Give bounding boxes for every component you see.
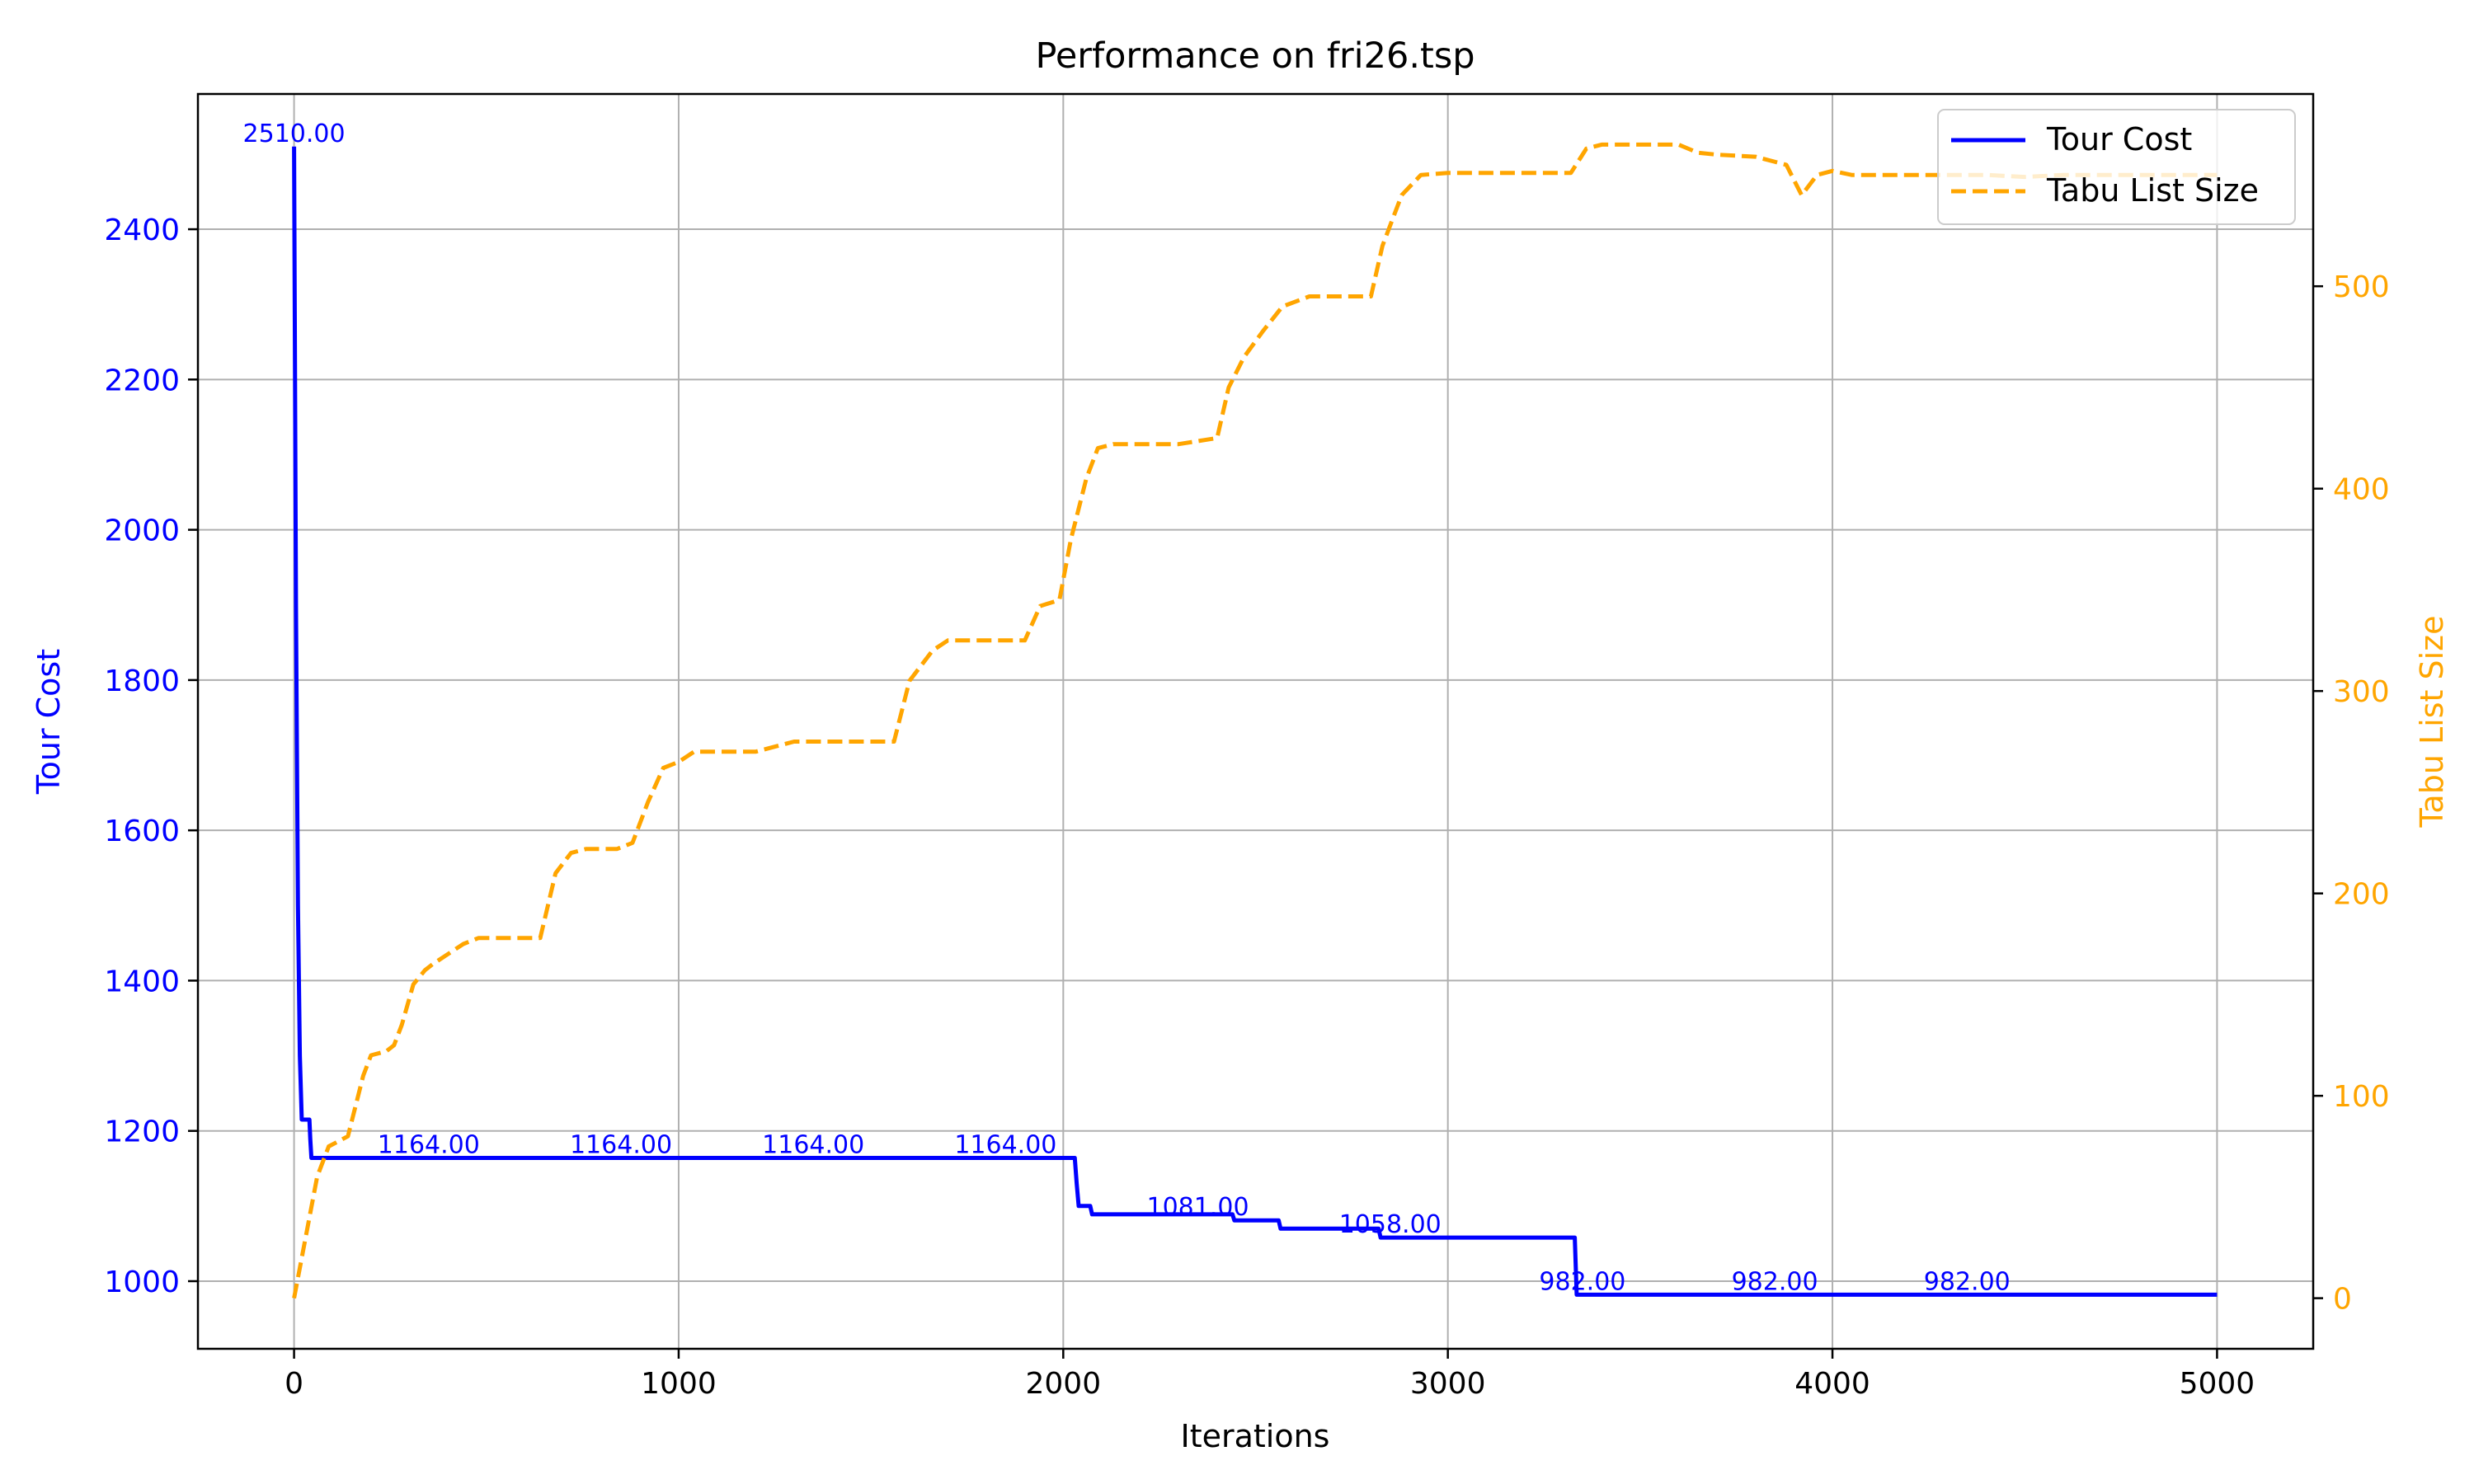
x-axis-label: Iterations	[1181, 1418, 1330, 1454]
y-left-tick-label: 1800	[104, 665, 180, 698]
y-left-tick-label: 2400	[104, 214, 180, 247]
chart-title: Performance on fri26.tsp	[1035, 35, 1475, 77]
y-right-tick-label: 200	[2333, 878, 2390, 912]
x-tick-label: 4000	[1794, 1367, 1870, 1401]
legend-box	[1937, 109, 2296, 225]
y-axis-right-label: Tabu List Size	[2414, 615, 2450, 828]
value-annotation: 982.00	[1732, 1267, 1818, 1296]
y-left-tick-label: 1400	[104, 965, 180, 998]
legend: Tour Cost Tabu List Size	[1937, 109, 2296, 225]
annotations: 2510.00 1164.00 1164.00 1164.00 1164.00 1081.…	[243, 120, 2011, 1297]
x-tick-label: 3000	[1410, 1367, 1486, 1401]
y-left-tick-label: 2200	[104, 364, 180, 397]
y-left-tick-label: 2000	[104, 514, 180, 548]
y-left-tick-label: 1000	[104, 1266, 180, 1299]
value-annotation: 1081.00	[1147, 1193, 1249, 1222]
x-tick-label: 2000	[1026, 1367, 1102, 1401]
y-left-tick-label: 1200	[104, 1115, 180, 1149]
plot-frame	[196, 92, 2315, 1350]
x-tick-label: 5000	[2180, 1367, 2255, 1401]
grid	[198, 94, 2313, 1349]
tour-cost-line	[292, 146, 2218, 1297]
value-annotation: 1164.00	[954, 1131, 1056, 1160]
y-right-tick-label: 100	[2333, 1080, 2390, 1114]
value-annotation: 982.00	[1539, 1267, 1625, 1296]
y-right-tick-label: 300	[2333, 675, 2390, 709]
y-left-tick-label: 1600	[104, 815, 180, 848]
value-annotation: 1164.00	[570, 1131, 672, 1160]
value-annotation: 982.00	[1924, 1267, 2011, 1296]
x-tick-label: 1000	[641, 1367, 717, 1401]
ticks: 0 1000 2000 3000 4000 50001000120014001600180…	[104, 214, 2389, 1401]
value-annotation: 1164.00	[762, 1131, 864, 1160]
value-annotation: 2510.00	[243, 120, 346, 148]
legend-tabu-size-label: Tabu List Size	[2046, 172, 2259, 209]
y-right-tick-label: 400	[2333, 473, 2390, 507]
series-layer	[292, 142, 2218, 1299]
y-right-tick-label: 0	[2333, 1283, 2352, 1317]
value-annotation: 1164.00	[378, 1131, 480, 1160]
y-axis-left-label: Tour Cost	[31, 649, 67, 795]
tabu-list-size-line	[292, 142, 2218, 1299]
value-annotation: 1058.00	[1339, 1210, 1442, 1239]
x-tick-label: 0	[285, 1367, 303, 1401]
y-right-tick-label: 500	[2333, 270, 2390, 304]
legend-tour-cost-label: Tour Cost	[2046, 121, 2192, 157]
